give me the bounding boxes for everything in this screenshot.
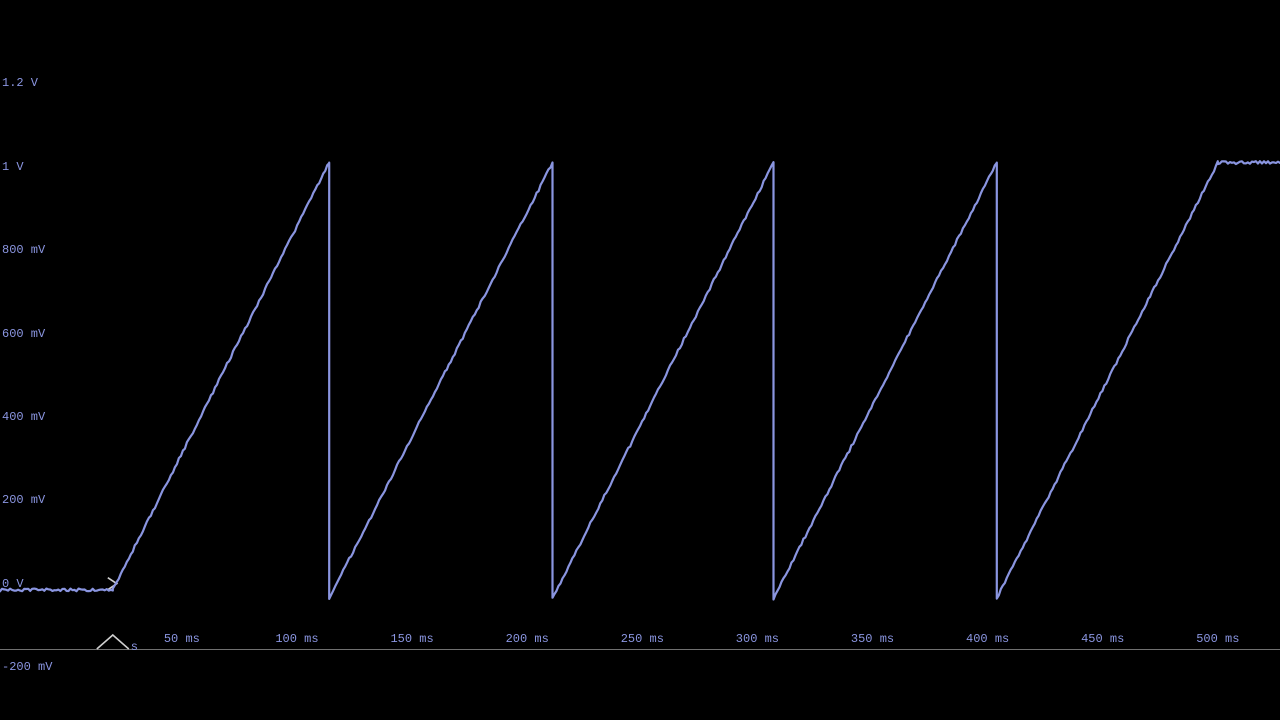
waveform-trace [0,161,1280,599]
trigger-marker-label: s [131,640,138,654]
trigger-marker-icon [97,635,129,649]
trigger-marker: s [97,635,138,654]
oscilloscope-display: 1.2 V 1 V 800 mV 600 mV 400 mV 200 mV 0 … [0,0,1280,720]
trace-layer: s [0,0,1280,720]
